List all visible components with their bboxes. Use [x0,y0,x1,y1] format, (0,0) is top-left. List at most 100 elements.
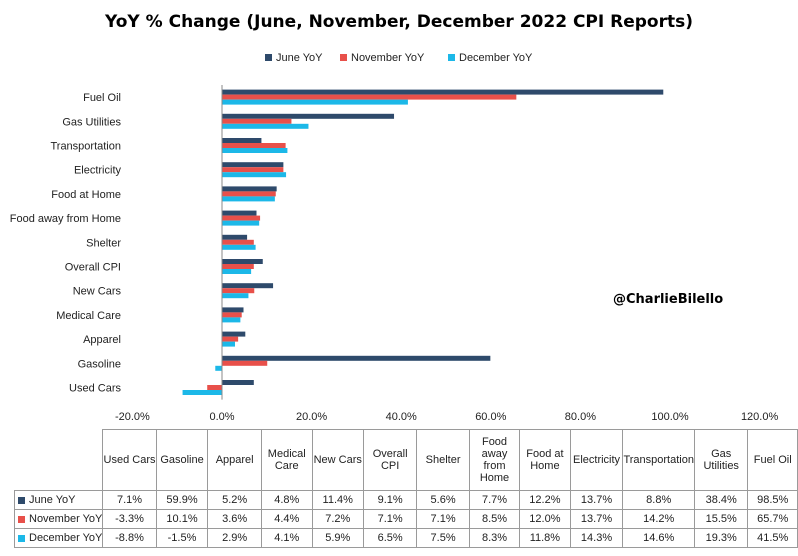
table-column-header: Used Cars [102,429,157,491]
table-cell: 7.1% [416,509,470,529]
data-table: Used Cars Gasoline Apparel Medical Care New … [13,429,798,548]
x-tick-label: 0.0% [209,411,234,423]
category-label: New Cars [73,286,122,298]
table-column-header: Medical Care [260,429,313,491]
table-cell: 12.0% [519,509,571,529]
bar [222,186,277,192]
bar [182,390,222,395]
bar [222,113,395,119]
table-row: November YoY -3.3% 10.1% 3.6% 4.4% 7.2% 7.1% 7.… [13,509,798,529]
bar [222,138,262,143]
table-cell: 9.1% [362,490,418,510]
bar [222,355,491,361]
bar [222,148,288,153]
table-column-header: Apparel [207,429,262,491]
table-cell: 14.2% [622,509,695,529]
legend-swatch [340,54,347,61]
legend-label: November YoY [351,52,425,64]
table-cell: 4.4% [260,509,313,529]
table-column-header: New Cars [311,429,364,491]
bars [182,89,664,395]
legend-swatch [265,54,272,61]
bar [222,283,274,289]
bar [222,312,242,318]
table-cell: 10.1% [155,509,209,529]
bar [222,118,292,124]
bar [222,317,241,323]
bar [222,234,248,240]
table-cell: -3.3% [102,509,157,529]
bar [222,220,260,226]
bar [222,123,309,129]
legend-label: December YoY [459,52,533,64]
table-cell: 14.3% [569,528,624,548]
category-label: Food at Home [51,189,121,201]
bar [222,380,254,385]
category-label: Transportation [50,141,121,153]
x-tick-label: 100.0% [651,411,689,423]
table-cell: 5.2% [207,490,262,510]
bar [215,365,222,371]
category-label: Apparel [83,334,121,346]
bar [222,341,235,347]
bar [222,172,287,178]
category-label: Medical Care [56,310,121,322]
chart-title: YoY % Change (June, November, December 2… [104,12,693,32]
table-cell: 41.5% [747,528,798,548]
table-cell: 6.5% [362,528,418,548]
bar [207,385,222,390]
table-cell: 98.5% [747,490,798,510]
series-name: December YoY [29,532,103,544]
table-cell: 11.8% [519,528,571,548]
table-cell: 19.3% [693,528,749,548]
legend-label: June YoY [276,52,323,64]
category-label: Gasoline [78,358,121,370]
series-name: November YoY [29,513,103,525]
table-column-header: Gas Utilities [693,429,749,491]
bar [222,360,268,366]
table-cell: 7.2% [311,509,364,529]
legend-swatch [448,54,455,61]
table-column-header: Electricity [569,429,624,491]
table-column-header: Shelter [416,429,470,491]
table-column-header: Overall CPI [362,429,418,491]
table-row: June YoY 7.1% 59.9% 5.2% 4.8% 11.4% 9.1% 5.6% 7.… [13,490,798,510]
x-tick-label: 40.0% [386,411,417,423]
bar [222,162,284,168]
bar [222,288,255,294]
table-column-header: Food at Home [519,429,571,491]
bar [222,269,252,274]
table-cell: 5.9% [311,528,364,548]
bar [222,336,239,342]
table-cell: -1.5% [155,528,209,548]
table-cell: 7.5% [416,528,470,548]
table-column-header: Fuel Oil [747,429,798,491]
category-label: Shelter [86,237,121,249]
bar-chart: YoY % Change (June, November, December 2… [10,12,779,423]
table-cell: 15.5% [693,509,749,529]
bar [222,89,664,95]
bar [222,331,246,337]
table-cell: 7.1% [362,509,418,529]
category-label: Electricity [74,165,122,177]
bar [222,244,256,250]
category-label: Overall CPI [65,262,121,274]
table-cell: 4.1% [260,528,313,548]
table-cell: 65.7% [747,509,798,529]
table-cell: 12.2% [519,490,571,510]
table-cell: -8.8% [102,528,157,548]
legend: June YoY November YoY December YoY [265,52,533,64]
table-cell: 11.4% [311,490,364,510]
bar [222,94,517,100]
category-label: Gas Utilities [62,116,121,128]
table-column-header: Transportation [622,429,695,491]
series-swatch [18,515,25,523]
table-cell: 7.7% [468,490,521,510]
bar [222,259,263,264]
table-cell: 59.9% [155,490,209,510]
bar [222,167,284,173]
x-tick-label: 120.0% [741,411,779,423]
bar [222,196,275,202]
bar [222,191,276,197]
table-cell: 4.8% [260,490,313,510]
